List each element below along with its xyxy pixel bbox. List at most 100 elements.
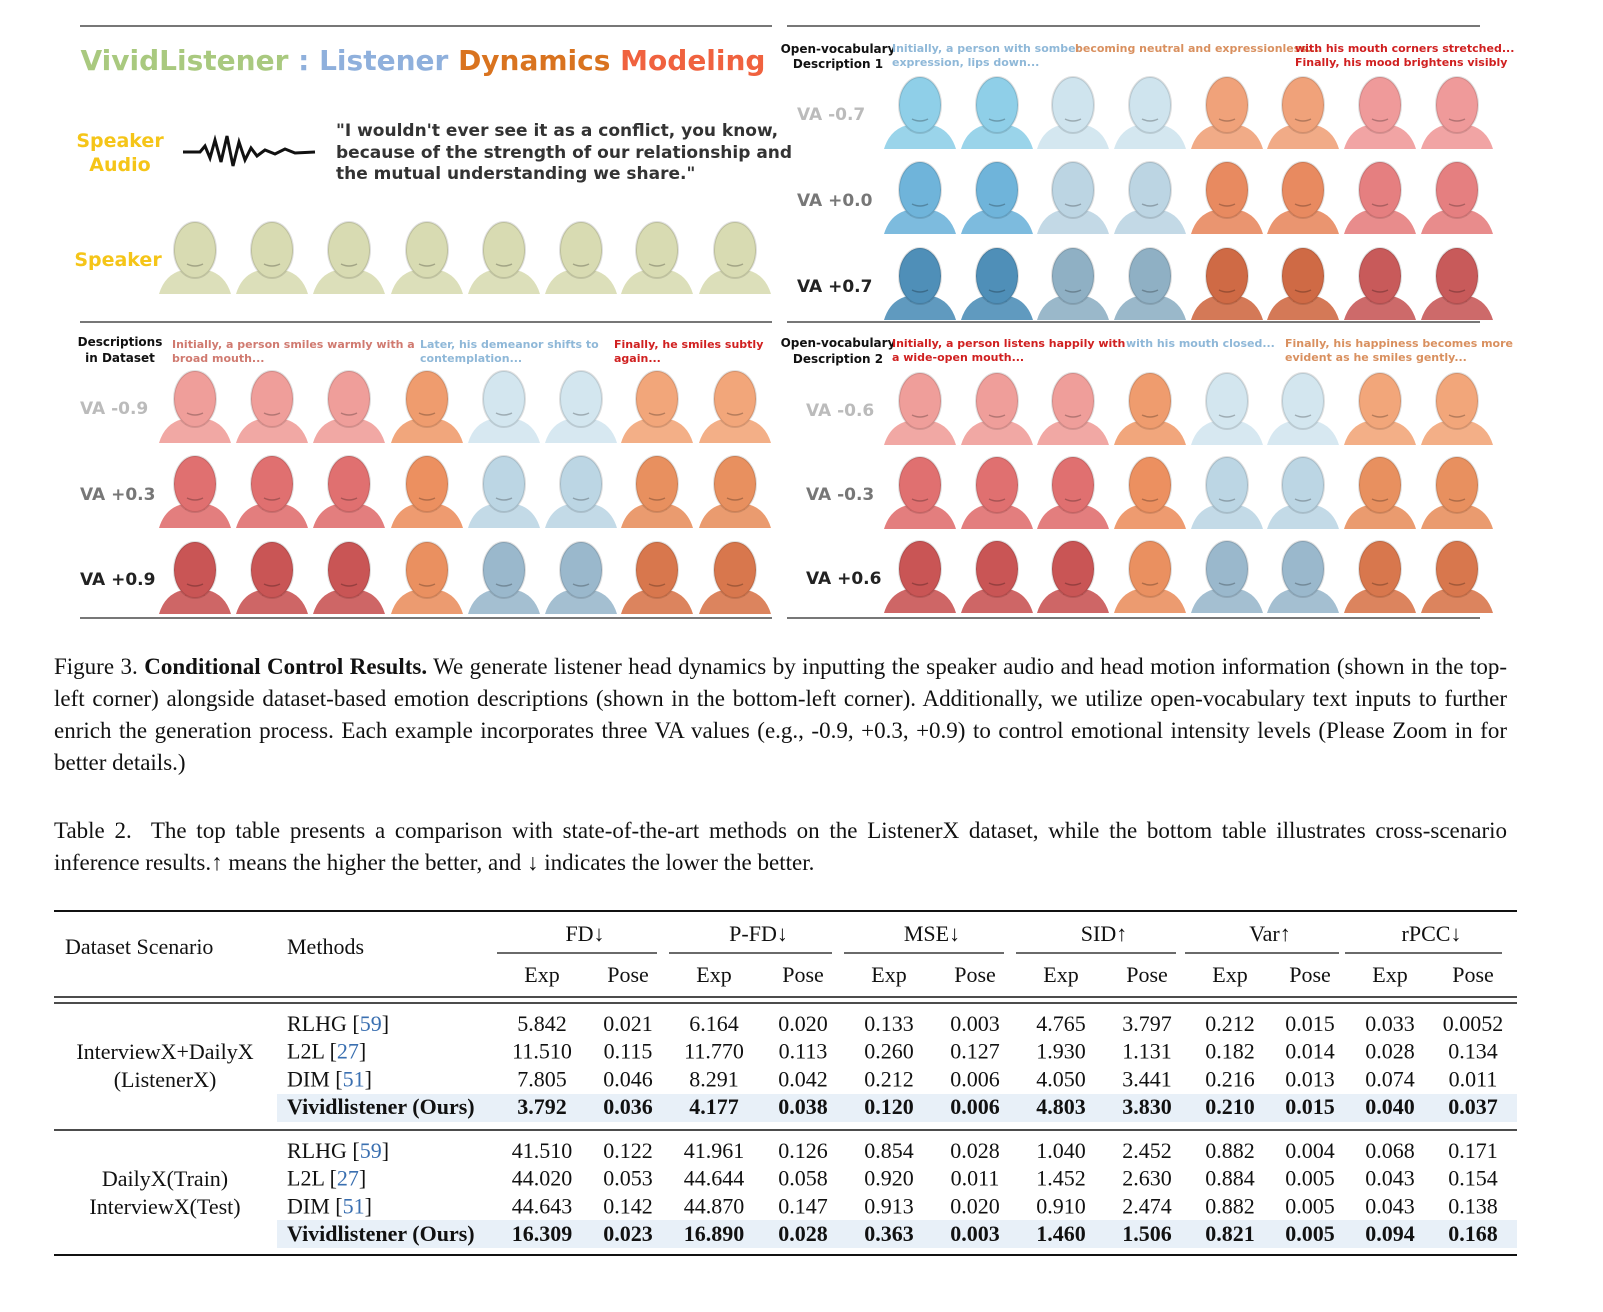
face: [1281, 247, 1325, 305]
shoulders: [236, 590, 308, 614]
description: a wide-open mouth...: [892, 351, 1024, 364]
cell: 44.643: [512, 1193, 573, 1218]
face: [250, 370, 294, 428]
mouth: [263, 497, 281, 501]
cell: 44.020: [512, 1166, 573, 1191]
shoulders: [1037, 421, 1109, 445]
head: [1037, 540, 1109, 613]
head: [391, 370, 463, 443]
face: [405, 221, 449, 279]
face: [482, 370, 526, 428]
cell: 1.930: [1036, 1039, 1086, 1064]
head: [159, 541, 231, 614]
face: [898, 247, 942, 305]
mouth: [1218, 582, 1236, 586]
face: [1358, 372, 1402, 430]
shoulders: [1344, 210, 1416, 234]
method-part: [: [330, 1166, 337, 1191]
shoulders: [313, 270, 385, 294]
head: [1344, 247, 1416, 320]
figure-title: VividListener : Listener Dynamics Modeli…: [81, 44, 766, 77]
head: [1344, 372, 1416, 445]
method-part: Vividlistener (Ours): [287, 1221, 475, 1246]
method: L2L [27]: [287, 1039, 366, 1064]
subheader: Exp: [871, 962, 906, 987]
va-label: VA +0.0: [797, 191, 873, 211]
face: [975, 76, 1019, 134]
header: Methods: [287, 934, 364, 959]
description: Finally, he smiles subtly: [614, 338, 763, 351]
mouth: [1448, 118, 1466, 122]
scenario: InterviewX(Test): [89, 1194, 240, 1219]
head: [236, 455, 308, 528]
face: [173, 370, 217, 428]
cell: 0.216: [1205, 1066, 1255, 1091]
face: [1128, 76, 1172, 134]
mouth: [1141, 582, 1159, 586]
face: [1435, 372, 1479, 430]
shoulders: [884, 505, 956, 529]
cell: 0.028: [950, 1138, 1000, 1163]
head: [159, 455, 231, 528]
cell: 0.154: [1448, 1166, 1498, 1191]
cell: 0.028: [778, 1221, 828, 1246]
mouth: [572, 412, 590, 416]
shoulders: [1344, 125, 1416, 149]
highlight: [277, 1220, 1517, 1248]
shoulders: [1344, 505, 1416, 529]
cell: 2.452: [1122, 1138, 1172, 1163]
description: Initially, a person listens happily with: [892, 337, 1125, 350]
method-part: DIM: [287, 1193, 330, 1218]
description: expression, lips down...: [892, 56, 1039, 69]
head: [1191, 540, 1263, 613]
shoulders: [1344, 589, 1416, 613]
face: [327, 455, 371, 513]
cell: 3.830: [1122, 1094, 1172, 1119]
scenario: DailyX(Train): [102, 1166, 228, 1191]
cell: 0.210: [1205, 1094, 1255, 1119]
mouth: [340, 497, 358, 501]
face: [173, 541, 217, 599]
cell: 7.805: [517, 1066, 567, 1091]
method-part: RLHG: [287, 1011, 347, 1036]
mouth: [418, 583, 436, 587]
shoulders: [1191, 296, 1263, 320]
cell: 0.005: [1285, 1221, 1335, 1246]
shoulders: [1037, 210, 1109, 234]
mouth: [1218, 118, 1236, 122]
shoulders: [391, 419, 463, 443]
shoulders: [621, 590, 693, 614]
table-caption-text: The top table presents a comparison with…: [54, 818, 1507, 875]
face: [405, 541, 449, 599]
head: [545, 221, 617, 294]
head: [621, 221, 693, 294]
head: [159, 221, 231, 294]
mouth: [988, 498, 1006, 502]
description: with his mouth corners stretched...: [1295, 42, 1514, 55]
face: [1435, 247, 1479, 305]
head: [1191, 161, 1263, 234]
face: [1358, 247, 1402, 305]
description: Initially, a person with somber: [892, 42, 1082, 55]
head: [1421, 161, 1493, 234]
method: Vividlistener (Ours): [287, 1221, 475, 1246]
head: [1421, 372, 1493, 445]
table-caption: Table 2. The top table presents a compar…: [54, 815, 1507, 879]
mouth: [1218, 498, 1236, 502]
face: [250, 221, 294, 279]
shoulders: [1267, 125, 1339, 149]
head: [1421, 456, 1493, 529]
cell: 0.015: [1285, 1094, 1335, 1119]
head: [621, 370, 693, 443]
face: [559, 455, 603, 513]
head: [1344, 161, 1416, 234]
subheader: Exp: [1372, 962, 1407, 987]
face: [1281, 540, 1325, 598]
scenario: InterviewX+DailyX: [76, 1039, 253, 1064]
description: Initially, a person smiles warmly with a: [172, 338, 415, 351]
shoulders: [1114, 210, 1186, 234]
head: [236, 370, 308, 443]
face: [1281, 161, 1325, 219]
cell: 0.053: [603, 1166, 653, 1191]
mouth: [1294, 498, 1312, 502]
